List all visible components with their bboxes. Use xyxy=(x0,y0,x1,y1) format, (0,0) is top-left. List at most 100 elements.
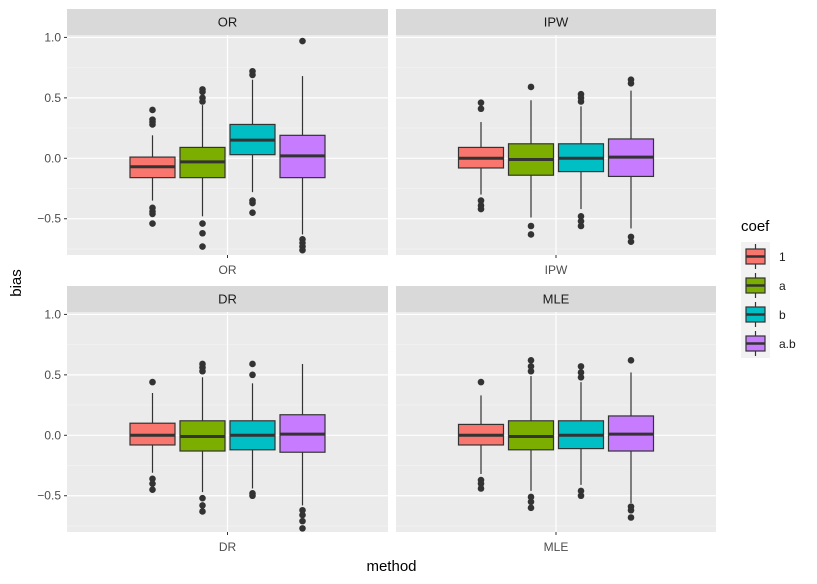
outlier-point xyxy=(577,373,585,381)
outlier-point xyxy=(149,210,156,218)
legend-title: coef xyxy=(741,218,770,235)
x-tick-label: DR xyxy=(219,540,237,554)
strip-label-or: OR xyxy=(218,15,238,30)
outlier-point xyxy=(527,367,535,375)
legend-label: 1 xyxy=(779,250,786,264)
outlier-point xyxy=(199,220,206,227)
box-or-b xyxy=(229,67,276,216)
outlier-point xyxy=(199,88,206,96)
outlier-point xyxy=(149,121,156,128)
outlier-point xyxy=(477,197,485,204)
strip-label-dr: DR xyxy=(218,292,237,307)
x-tick-label: MLE xyxy=(544,540,569,554)
outlier-point xyxy=(149,106,156,114)
strip-or xyxy=(67,9,388,35)
outlier-point xyxy=(249,209,256,216)
outlier-point xyxy=(577,217,585,225)
strip-label-mle: MLE xyxy=(543,292,570,307)
outlier-point xyxy=(199,243,206,250)
outlier-point xyxy=(577,487,585,495)
box-ipw-b xyxy=(557,90,605,230)
box-ipw-a xyxy=(507,83,555,238)
outlier-point xyxy=(627,506,635,514)
panel-ipw: IPW IPW xyxy=(396,9,716,277)
box-dr-b xyxy=(229,360,276,500)
legend-label: b xyxy=(779,308,786,322)
strip-label-ipw: IPW xyxy=(544,15,569,30)
outlier-point xyxy=(199,508,206,515)
outlier-point xyxy=(249,71,256,79)
legend-label: a xyxy=(779,279,786,293)
box-ipw-a.b xyxy=(607,76,655,246)
outlier-point xyxy=(249,360,256,368)
y-tick-label: −0.5 xyxy=(37,212,61,226)
outlier-point xyxy=(299,511,306,519)
outlier-point xyxy=(627,357,635,364)
strip-ipw xyxy=(396,9,716,35)
outlier-point xyxy=(299,525,306,532)
outlier-point xyxy=(299,246,306,254)
y-tick-label: 1.0 xyxy=(44,307,61,321)
box-mle-b xyxy=(557,363,605,500)
outlier-point xyxy=(527,363,535,370)
outlier-point xyxy=(527,498,535,506)
outlier-point xyxy=(627,80,635,87)
outlier-point xyxy=(527,222,535,230)
y-tick-label: 1.0 xyxy=(44,30,61,44)
y-tick-label: 0.0 xyxy=(44,428,61,442)
outlier-point xyxy=(527,504,535,512)
legend-item-a.b: a.b xyxy=(741,329,796,358)
outlier-point xyxy=(577,369,585,376)
outlier-point xyxy=(299,37,306,45)
legend-label: a.b xyxy=(779,337,796,351)
outlier-point xyxy=(527,357,535,364)
strip-mle xyxy=(396,286,716,312)
outlier-point xyxy=(199,367,206,375)
legend-item-a: a xyxy=(741,271,786,300)
legend-item-1: 1 xyxy=(741,242,786,271)
y-tick-label: −0.5 xyxy=(37,489,61,503)
y-axis-title: bias xyxy=(8,269,25,297)
x-tick-label: OR xyxy=(219,263,237,277)
x-axis-title: method xyxy=(366,558,416,575)
outlier-point xyxy=(299,517,306,525)
outlier-point xyxy=(627,514,635,521)
outlier-point xyxy=(249,199,256,207)
box-or-a xyxy=(179,86,226,250)
legend: coef 1 a b a.b xyxy=(741,218,796,358)
box-dr-a.b xyxy=(279,363,326,532)
box-or-a.b xyxy=(279,37,326,254)
outlier-point xyxy=(477,485,485,492)
outlier-point xyxy=(477,99,485,106)
y-tick-label: 0.5 xyxy=(44,368,61,382)
box-dr-1 xyxy=(129,378,176,493)
panel-or: OR −0.5 0.0 0.5 1.0 OR xyxy=(37,9,388,277)
outlier-point xyxy=(627,233,635,241)
outlier-point xyxy=(577,213,585,220)
outlier-point xyxy=(199,229,206,237)
box-mle-a xyxy=(507,357,555,512)
outlier-point xyxy=(149,475,156,483)
outlier-point xyxy=(149,378,156,386)
outlier-point xyxy=(477,105,485,113)
outlier-point xyxy=(577,222,585,230)
box-dr-a xyxy=(179,360,226,515)
box-or-1 xyxy=(129,106,176,227)
outlier-point xyxy=(149,480,156,487)
outlier-point xyxy=(249,492,256,500)
outlier-point xyxy=(627,238,635,246)
outlier-point xyxy=(249,371,256,379)
outlier-point xyxy=(527,83,535,91)
strip-dr xyxy=(67,286,388,312)
outlier-point xyxy=(199,502,206,509)
y-tick-label: 0.0 xyxy=(44,151,61,165)
outlier-point xyxy=(527,231,535,238)
y-tick-label: 0.5 xyxy=(44,91,61,105)
outlier-point xyxy=(577,492,585,500)
box-ipw-1 xyxy=(457,99,505,213)
outlier-point xyxy=(577,98,585,105)
box-mle-1 xyxy=(457,378,505,492)
outlier-point xyxy=(577,363,585,370)
legend-item-b: b xyxy=(741,300,786,329)
